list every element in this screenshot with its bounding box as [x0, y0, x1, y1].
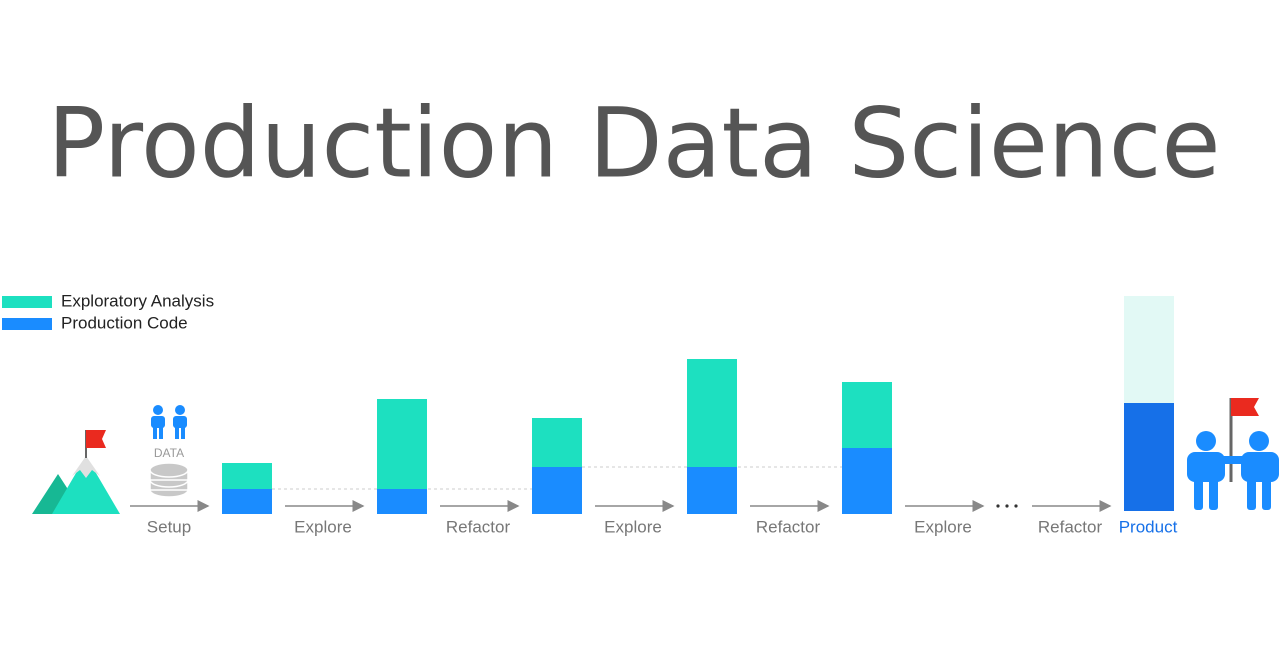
production-block: [222, 489, 272, 514]
exploratory-block: [687, 359, 737, 467]
people-icon: [151, 405, 187, 439]
legend-swatch: [2, 318, 52, 330]
legend-label: Exploratory Analysis: [61, 291, 214, 310]
legend-label: Production Code: [61, 313, 188, 332]
stage-label: Explore: [914, 517, 972, 536]
production-block: [532, 467, 582, 514]
stage-label: Explore: [294, 517, 352, 536]
production-block: [842, 448, 892, 514]
exploratory-block: [377, 399, 427, 489]
exploratory-block: [1124, 296, 1174, 403]
production-block: [1124, 403, 1174, 511]
title: Production Data Science: [47, 87, 1220, 199]
team-icon: [1187, 398, 1279, 510]
production-block: [687, 467, 737, 514]
exploratory-block: [532, 418, 582, 467]
stage-label: Refactor: [446, 517, 511, 536]
exploratory-block: [222, 463, 272, 489]
database-icon: [149, 462, 189, 498]
legend-swatch: [2, 296, 52, 308]
stage-label: Refactor: [756, 517, 821, 536]
mountain-icon: [32, 430, 120, 514]
stage-label: Setup: [147, 517, 191, 536]
exploratory-block: [842, 382, 892, 448]
stage-label: Product: [1119, 517, 1178, 536]
production-block: [377, 489, 427, 514]
ellipsis: [996, 504, 1018, 508]
data-label: DATA: [154, 446, 184, 460]
bars: [222, 296, 1174, 514]
stage-label: Refactor: [1038, 517, 1103, 536]
stage-label: Explore: [604, 517, 662, 536]
